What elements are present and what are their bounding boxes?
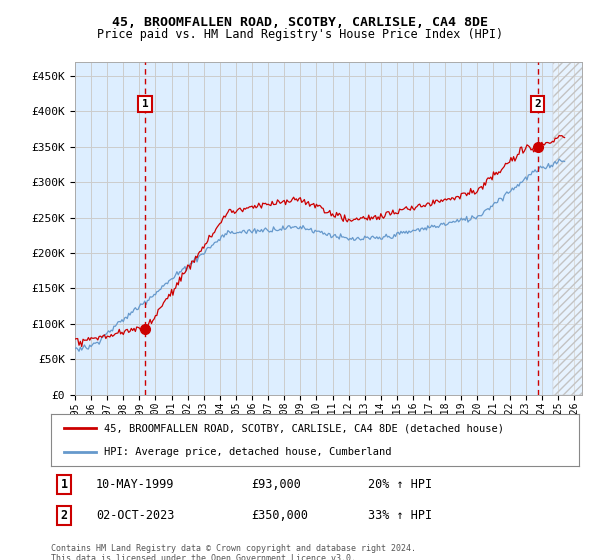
- Text: 33% ↑ HPI: 33% ↑ HPI: [368, 509, 432, 522]
- Text: 45, BROOMFALLEN ROAD, SCOTBY, CARLISLE, CA4 8DE: 45, BROOMFALLEN ROAD, SCOTBY, CARLISLE, …: [112, 16, 488, 29]
- Text: 1: 1: [61, 478, 68, 491]
- Text: £93,000: £93,000: [251, 478, 302, 491]
- Text: 20% ↑ HPI: 20% ↑ HPI: [368, 478, 432, 491]
- Text: £350,000: £350,000: [251, 509, 308, 522]
- Bar: [553, 62, 590, 395]
- Text: 2: 2: [535, 99, 541, 109]
- Text: Contains HM Land Registry data © Crown copyright and database right 2024.: Contains HM Land Registry data © Crown c…: [51, 544, 416, 553]
- Text: Price paid vs. HM Land Registry's House Price Index (HPI): Price paid vs. HM Land Registry's House …: [97, 28, 503, 41]
- Text: 2: 2: [61, 509, 68, 522]
- Text: HPI: Average price, detached house, Cumberland: HPI: Average price, detached house, Cumb…: [104, 447, 391, 457]
- Text: 10-MAY-1999: 10-MAY-1999: [96, 478, 174, 491]
- Text: This data is licensed under the Open Government Licence v3.0.: This data is licensed under the Open Gov…: [51, 554, 356, 560]
- Text: 45, BROOMFALLEN ROAD, SCOTBY, CARLISLE, CA4 8DE (detached house): 45, BROOMFALLEN ROAD, SCOTBY, CARLISLE, …: [104, 423, 504, 433]
- Bar: [553, 62, 590, 395]
- Bar: [553, 62, 590, 395]
- Text: 1: 1: [142, 99, 149, 109]
- Text: 02-OCT-2023: 02-OCT-2023: [96, 509, 174, 522]
